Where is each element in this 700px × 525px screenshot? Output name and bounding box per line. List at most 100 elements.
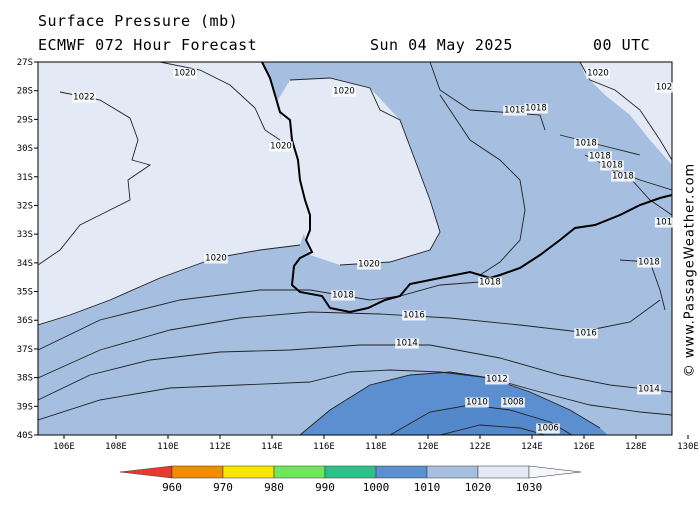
lat-label: 36S bbox=[17, 316, 33, 326]
isobar-label-bg bbox=[637, 257, 661, 268]
legend-swatch bbox=[375, 465, 428, 479]
lon-label: 112E bbox=[209, 442, 231, 452]
legend-labels: 960 970 980 990 1000 1010 1020 1030 bbox=[162, 481, 542, 494]
legend-label: 990 bbox=[315, 481, 335, 494]
isobar-1006 bbox=[439, 424, 546, 435]
isobar-label-bg bbox=[574, 328, 598, 339]
isobar-label-102: 102 bbox=[656, 83, 672, 93]
isobar-label-1018: 1018 bbox=[612, 172, 634, 182]
isobar-label-1018: 1018 bbox=[332, 291, 354, 301]
isobar-1018-b bbox=[439, 94, 526, 276]
isobar-1018-south bbox=[38, 281, 481, 351]
lat-label: 37S bbox=[17, 345, 33, 355]
isobar-label-1020: 1020 bbox=[205, 254, 227, 264]
isobar-label-bg bbox=[269, 141, 293, 152]
isobar-label-1022: 1022 bbox=[73, 93, 95, 103]
legend-swatch bbox=[222, 465, 275, 479]
australia-coastline bbox=[261, 62, 672, 314]
lat-label: 30S bbox=[17, 144, 33, 154]
lat-label: 38S bbox=[17, 374, 33, 384]
lon-label: 118E bbox=[365, 442, 387, 452]
band-high-land bbox=[278, 78, 440, 265]
isobar-label-1006: 1006 bbox=[537, 424, 559, 434]
isobar-label-bg bbox=[357, 259, 381, 270]
legend-label: 1010 bbox=[414, 481, 441, 494]
legend-label: 960 bbox=[162, 481, 182, 494]
lat-label: 28S bbox=[17, 87, 33, 97]
isobar-label-1020: 1020 bbox=[270, 142, 292, 152]
chart-title: Surface Pressure (mb) bbox=[38, 12, 239, 30]
isobar-label-bg bbox=[588, 151, 612, 162]
pressure-legend: 960 970 980 990 1000 1010 1020 1030 bbox=[119, 465, 582, 494]
lon-label: 128E bbox=[625, 442, 647, 452]
legend-right-arrow bbox=[528, 465, 582, 479]
legend-label: 970 bbox=[213, 481, 233, 494]
isobar-label-bg bbox=[586, 68, 610, 79]
isobar-label-bg bbox=[524, 103, 548, 114]
lon-label: 130E bbox=[677, 442, 699, 452]
legend-left-arrow bbox=[119, 465, 173, 479]
isobar-label-bg bbox=[503, 105, 527, 116]
isobar-label-1020: 1020 bbox=[587, 69, 609, 79]
isobar-1018-c bbox=[559, 134, 641, 156]
isobar-label-bg bbox=[600, 160, 624, 171]
lat-label: 35S bbox=[17, 288, 33, 298]
isobar-label-1018: 1018 bbox=[504, 106, 526, 116]
valid-time: 00 UTC bbox=[593, 36, 651, 54]
isobar-label-bg bbox=[331, 290, 355, 301]
lon-label: 110E bbox=[157, 442, 179, 452]
isobar-label-1018: 1018 bbox=[638, 258, 660, 268]
isobar-label-1018: 1018 bbox=[589, 152, 611, 162]
isobar-label-1020: 1020 bbox=[333, 87, 355, 97]
isobar-1014 bbox=[38, 344, 672, 401]
isobar-label-bg bbox=[536, 423, 560, 434]
isobar-1018-f bbox=[619, 259, 666, 311]
lon-label: 108E bbox=[105, 442, 127, 452]
isobar-label-1014: 1014 bbox=[396, 339, 418, 349]
axis-ticks bbox=[34, 61, 689, 439]
lat-label: 40S bbox=[17, 431, 33, 441]
isobar-1012 bbox=[38, 369, 672, 421]
isobar-label-101: 101 bbox=[656, 218, 672, 228]
isobar-label-bg bbox=[173, 68, 197, 79]
isobar-label-bg bbox=[654, 217, 674, 228]
isobar-label-1016: 1016 bbox=[403, 311, 425, 321]
lat-label: 39S bbox=[17, 402, 33, 412]
lat-label: 27S bbox=[17, 58, 33, 68]
isobar-label-bg bbox=[501, 397, 525, 408]
isobar-label-1010: 1010 bbox=[466, 398, 488, 408]
lat-label: 32S bbox=[17, 201, 33, 211]
legend-swatch bbox=[273, 465, 326, 479]
isobar-label-bg bbox=[72, 92, 96, 103]
isobar-label-1016: 1016 bbox=[575, 329, 597, 339]
isobar-label-bg bbox=[485, 374, 509, 385]
isobar-label-bg bbox=[574, 138, 598, 149]
lat-label: 34S bbox=[17, 259, 33, 269]
legend-label: 980 bbox=[264, 481, 284, 494]
legend-label: 1020 bbox=[465, 481, 492, 494]
isobar-label-bg bbox=[654, 82, 674, 93]
valid-date: Sun 04 May 2025 bbox=[370, 36, 513, 54]
lon-label: 122E bbox=[469, 442, 491, 452]
band-low-darker bbox=[390, 405, 572, 435]
map-fields bbox=[38, 62, 672, 435]
lat-label: 33S bbox=[17, 230, 33, 240]
legend-swatch bbox=[426, 465, 479, 479]
lon-label: 124E bbox=[521, 442, 543, 452]
isobar-label-bg bbox=[395, 338, 419, 349]
legend-color-boxes bbox=[171, 465, 530, 479]
legend-label: 1000 bbox=[363, 481, 390, 494]
isobar-label-bg bbox=[204, 253, 228, 264]
isobar-1020-land bbox=[289, 77, 441, 266]
isobar-label-bg bbox=[332, 86, 356, 97]
lon-label: 116E bbox=[313, 442, 335, 452]
legend-swatch bbox=[324, 465, 377, 479]
isobar-label-1018: 1018 bbox=[575, 139, 597, 149]
website-credit: © www.PassageWeather.com bbox=[682, 162, 698, 378]
isobar-label-1018: 1018 bbox=[525, 104, 547, 114]
band-high-west bbox=[38, 62, 305, 325]
legend-swatch bbox=[171, 465, 224, 479]
legend-swatch bbox=[477, 465, 530, 479]
